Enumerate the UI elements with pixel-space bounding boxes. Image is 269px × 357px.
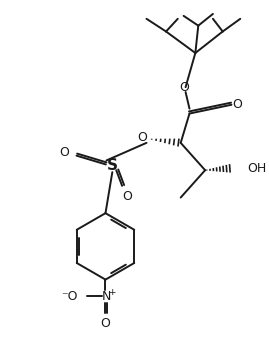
Text: O: O [59,146,69,159]
Text: +: + [108,288,115,297]
Text: N: N [102,290,111,303]
Text: O: O [101,317,111,330]
Text: S: S [107,158,118,173]
Text: ⁻O: ⁻O [61,290,77,303]
Text: O: O [180,81,190,94]
Text: O: O [138,131,147,145]
Text: O: O [232,98,242,111]
Text: O: O [122,190,132,203]
Text: OH: OH [247,162,266,175]
